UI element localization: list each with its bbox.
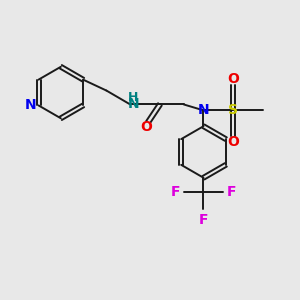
Text: O: O: [227, 72, 239, 86]
Text: N: N: [198, 103, 209, 117]
Text: F: F: [226, 184, 236, 199]
Text: S: S: [228, 103, 238, 117]
Text: O: O: [140, 120, 152, 134]
Text: F: F: [199, 213, 208, 227]
Text: H: H: [128, 91, 138, 104]
Text: N: N: [127, 98, 139, 111]
Text: O: O: [227, 135, 239, 149]
Text: F: F: [171, 184, 181, 199]
Text: N: N: [25, 98, 37, 112]
